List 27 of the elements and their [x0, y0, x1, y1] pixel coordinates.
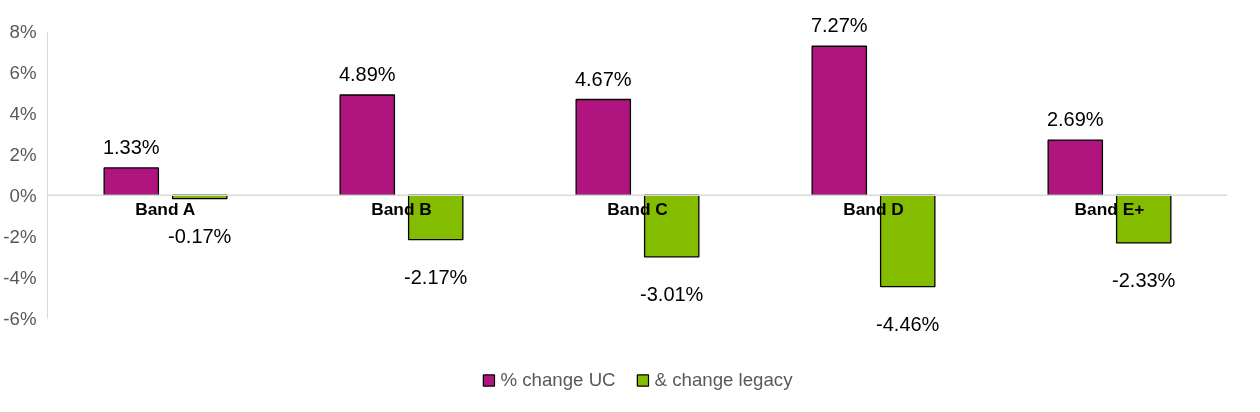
y-tick-label: 6% — [9, 61, 37, 83]
y-tick-label: 2% — [9, 143, 37, 165]
y-tick-label: 8% — [9, 20, 37, 42]
y-tick-label: 0% — [9, 184, 37, 206]
legend-label: % change UC — [500, 369, 616, 391]
data-label: -3.01% — [640, 282, 704, 305]
data-label: -2.17% — [404, 265, 468, 288]
data-label: 4.67% — [574, 67, 632, 90]
data-label: 4.89% — [338, 63, 396, 86]
y-tick-label: -4% — [3, 266, 37, 288]
bar — [103, 167, 160, 196]
y-tick-label: 4% — [9, 102, 37, 124]
data-label: -4.46% — [876, 312, 940, 335]
data-label: -2.33% — [1112, 268, 1176, 291]
bar — [811, 45, 868, 196]
x-tick-label: Band A — [135, 199, 196, 220]
y-tick-label: -6% — [3, 307, 37, 329]
legend-label: & change legacy — [654, 369, 793, 391]
bar — [1115, 194, 1172, 244]
data-label: 2.69% — [1046, 108, 1104, 131]
data-label: 1.33% — [102, 135, 160, 158]
bar — [339, 94, 396, 196]
y-tick-label: -2% — [3, 225, 37, 247]
data-label: 7.27% — [810, 14, 868, 37]
data-label: -0.17% — [168, 224, 232, 247]
bar — [575, 98, 632, 196]
bar — [1047, 139, 1104, 196]
